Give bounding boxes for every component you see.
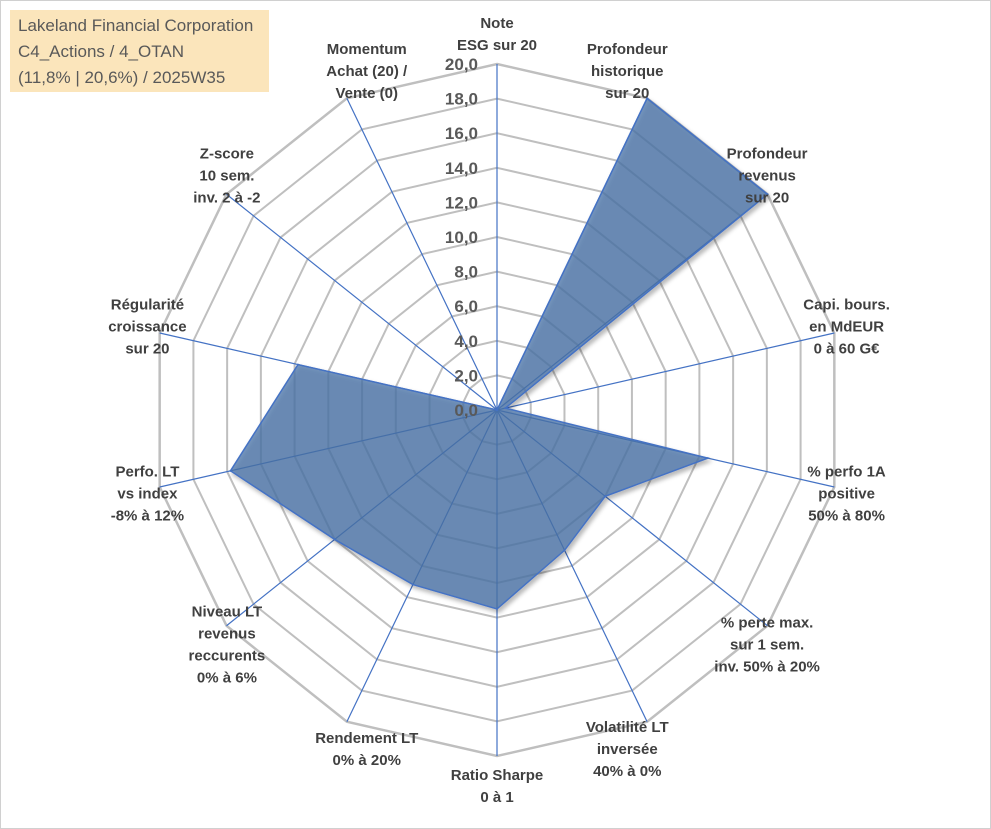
series-point-3 [504,407,507,410]
tick-label: 18,0 [445,90,478,109]
category-label-13: Momentum Achat (20) / Vente (0) [326,41,408,102]
chart-title: Lakeland Financial Corporation C4_Action… [10,10,269,92]
tick-label: 20,0 [445,55,478,74]
series-point-6 [563,549,566,552]
series-point-1 [646,97,649,100]
series-point-9 [333,538,336,541]
category-label-5: % perte max. sur 1 sem. inv. 50% à 20% [714,614,820,675]
spoke-3 [496,332,835,411]
category-label-1: Profondeur historique sur 20 [587,41,668,102]
series-point-13 [496,409,498,411]
title-line-category: C4_Actions / 4_OTAN [18,42,184,61]
title-line-period: (11,8% | 20,6%) / 2025W35 [18,68,226,87]
category-label-10: Perfo. LT vs index -8% à 12% [111,464,184,525]
series-point-4 [706,457,709,460]
category-label-6: Volatilité LT inversée 40% à 0% [586,719,669,780]
radial-tick-labels: 0,0 2,0 4,0 6,0 8,0 10,0 12,0 14,0 16,0 18,0 20,0 [445,55,478,420]
tick-label: 10,0 [445,228,478,247]
tick-label: 0,0 [454,401,478,420]
category-label-8: Rendement LT 0% à 20% [315,730,418,769]
category-label-11: Régularité croissance sur 20 [108,296,186,357]
tick-label: 14,0 [445,159,478,178]
category-label-3: Capi. bours. en MdEUR 0 à 60 G€ [803,296,890,357]
category-label-0: Note ESG sur 20 [457,15,537,54]
spoke-13 [346,98,498,411]
category-label-4: % perfo 1A positive 50% à 80% [807,464,886,525]
radar-series [229,97,769,610]
tick-label: 6,0 [454,297,478,316]
series-point-8 [411,583,414,586]
series-point-2 [766,193,769,196]
title-line-company: Lakeland Financial Corporation [18,16,254,35]
category-label-2: Profondeur revenus sur 20 [727,146,808,207]
tick-label: 8,0 [454,263,478,282]
category-label-7: Ratio Sharpe 0 à 1 [451,767,544,806]
series-point-7 [496,607,498,610]
series-point-10 [229,469,232,472]
tick-label: 16,0 [445,124,478,143]
series-point-11 [296,363,299,366]
series-area-0 [229,97,769,610]
category-label-12: Z-score 10 sem. inv. 2 à -2 [193,146,260,207]
tick-label: 2,0 [454,366,478,385]
spoke-12 [226,193,498,411]
tick-label: 12,0 [445,193,478,212]
tick-label: 4,0 [454,332,478,351]
series-point-5 [604,495,607,498]
category-label-9: Niveau LT revenus reccurents 0% à 6% [189,603,266,686]
category-labels: Note ESG sur 20 Profondeur historique sur 20… [108,15,890,806]
